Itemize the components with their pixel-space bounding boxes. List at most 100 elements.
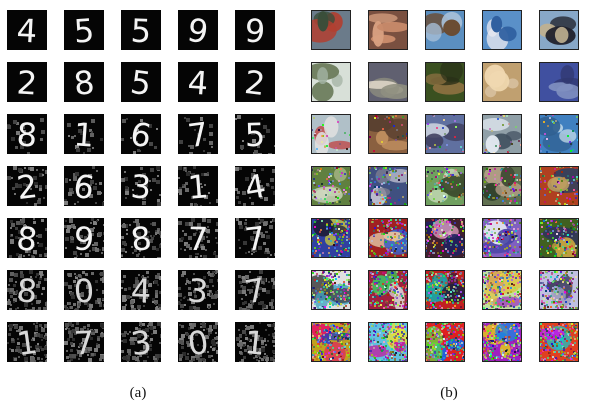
digit-tile: 5 <box>121 10 161 50</box>
digit-tile: 5 <box>121 62 161 102</box>
digit-tile: 7 <box>235 218 275 258</box>
digit-tile: 1 <box>64 114 104 154</box>
color-image-grid <box>311 10 587 362</box>
digit-glyph: 5 <box>244 116 265 154</box>
panel-b-caption: (b) <box>440 385 458 401</box>
digit-glyph: 1 <box>186 167 209 206</box>
digit-tile: 3 <box>178 270 218 310</box>
color-image-tile <box>539 322 579 362</box>
digit-glyph: 5 <box>73 11 96 50</box>
digit-tile: 7 <box>64 322 104 362</box>
digit-tile: 7 <box>178 114 218 154</box>
digit-tile: 4 <box>235 166 275 206</box>
digit-glyph: 7 <box>243 219 268 258</box>
digit-tile: 5 <box>64 10 104 50</box>
digit-tile: 6 <box>121 114 161 154</box>
color-image-tile <box>368 218 408 258</box>
color-image-tile <box>539 218 579 258</box>
color-image-tile <box>425 114 465 154</box>
panel-a-caption: (a) <box>129 385 147 401</box>
color-image-tile <box>539 270 579 310</box>
color-image-tile <box>482 322 522 362</box>
digit-tile: 0 <box>64 270 104 310</box>
color-image-tile <box>539 10 579 50</box>
color-image-tile <box>425 62 465 102</box>
digit-glyph: 8 <box>72 63 97 102</box>
digit-tile: 8 <box>7 114 47 154</box>
digit-tile: 4 <box>121 270 161 310</box>
color-image-tile <box>539 114 579 154</box>
panel-b-color-grid <box>311 10 587 372</box>
digit-tile: 3 <box>121 322 161 362</box>
digit-glyph: 1 <box>72 115 95 154</box>
digit-tile: 5 <box>235 114 275 154</box>
digit-tile: 2 <box>7 62 47 102</box>
digit-tile: 8 <box>64 62 104 102</box>
color-image-tile <box>311 166 351 206</box>
color-image-tile <box>368 10 408 50</box>
color-image-tile <box>425 166 465 206</box>
digit-tile: 1 <box>178 166 218 206</box>
color-image-tile <box>368 322 408 362</box>
digit-tile: 7 <box>178 218 218 258</box>
digit-glyph: 4 <box>16 11 38 50</box>
digit-tile: 7 <box>235 270 275 310</box>
color-image-tile <box>311 114 351 154</box>
digit-glyph: 8 <box>15 271 38 310</box>
digit-tile: 1 <box>7 322 47 362</box>
color-image-tile <box>539 62 579 102</box>
digit-tile: 0 <box>178 322 218 362</box>
color-image-tile <box>311 10 351 50</box>
digit-glyph: 7 <box>186 115 211 154</box>
digit-glyph: 3 <box>129 323 154 362</box>
digit-tile: 8 <box>121 218 161 258</box>
digit-tile: 2 <box>7 166 47 206</box>
color-image-tile <box>425 322 465 362</box>
digit-tile: 2 <box>235 62 275 102</box>
digit-glyph: 9 <box>72 219 95 258</box>
color-image-tile <box>482 218 522 258</box>
digit-glyph: 3 <box>130 167 153 206</box>
digit-glyph: 7 <box>73 324 95 362</box>
color-image-tile <box>539 166 579 206</box>
digit-glyph: 8 <box>14 219 39 258</box>
digit-glyph: 3 <box>186 271 210 310</box>
digit-tile: 4 <box>178 62 218 102</box>
digit-tile: 8 <box>7 270 47 310</box>
digit-tile: 4 <box>7 10 47 50</box>
digit-glyph: 5 <box>128 63 153 102</box>
digit-glyph: 2 <box>15 167 40 206</box>
color-image-tile <box>482 270 522 310</box>
digit-tile: 9 <box>178 10 218 50</box>
digit-glyph: 2 <box>243 63 268 102</box>
color-image-tile <box>368 62 408 102</box>
color-image-tile <box>425 10 465 50</box>
digit-tile: 8 <box>7 218 47 258</box>
digit-tile: 1 <box>235 322 275 362</box>
digit-glyph: 5 <box>130 12 152 50</box>
color-image-tile <box>482 62 522 102</box>
color-image-tile <box>368 114 408 154</box>
digit-tile: 9 <box>64 218 104 258</box>
digit-glyph: 7 <box>187 220 208 258</box>
digit-glyph: 8 <box>16 115 39 154</box>
digit-tile: 3 <box>121 166 161 206</box>
color-image-tile <box>425 218 465 258</box>
digit-glyph: 4 <box>186 63 209 102</box>
color-image-tile <box>311 218 351 258</box>
digit-glyph: 2 <box>16 63 39 102</box>
digit-glyph: 1 <box>243 323 267 362</box>
color-image-tile <box>311 62 351 102</box>
color-image-tile <box>425 270 465 310</box>
color-image-tile <box>482 166 522 206</box>
digit-tile: 6 <box>64 166 104 206</box>
digit-tile: 9 <box>235 10 275 50</box>
digit-glyph: 9 <box>244 11 267 50</box>
color-image-tile <box>368 270 408 310</box>
color-image-tile <box>311 270 351 310</box>
color-image-tile <box>482 114 522 154</box>
digit-glyph: 4 <box>130 272 151 310</box>
digit-glyph: 0 <box>73 272 95 310</box>
